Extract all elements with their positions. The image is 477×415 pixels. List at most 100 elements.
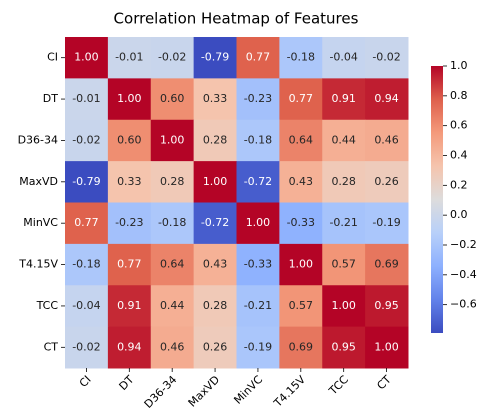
cell-label: 0.43 <box>203 258 228 271</box>
heatmap-cell <box>365 161 409 203</box>
heatmap-cell <box>236 119 280 162</box>
heatmap-cell <box>279 326 323 369</box>
colorbar-tick-label: 0.2 <box>450 178 468 191</box>
heatmap-cell <box>236 285 280 328</box>
heatmap-cell <box>193 119 237 162</box>
heatmap-cell <box>279 119 323 162</box>
cell-label: 1.00 <box>374 340 399 353</box>
cell-label: 0.94 <box>374 92 399 105</box>
heatmap-cell <box>193 243 237 286</box>
cell-label: -0.02 <box>72 133 100 146</box>
heatmap-cell <box>322 78 366 121</box>
cell-label: -0.18 <box>244 133 272 146</box>
heatmap-cell <box>107 161 152 203</box>
cell-label: 0.26 <box>203 340 228 353</box>
cell-label: -0.79 <box>201 51 229 64</box>
heatmap-cell <box>236 202 280 245</box>
heatmap-cell <box>322 202 366 245</box>
cell-label: -0.33 <box>244 258 272 271</box>
cell-label: -0.01 <box>115 51 143 64</box>
x-tick-label: MinVC <box>231 373 265 407</box>
cell-label: 1.00 <box>289 258 314 271</box>
y-tick-label: CT <box>44 340 59 353</box>
cell-label: 0.33 <box>203 92 228 105</box>
cell-label: 0.77 <box>246 51 271 64</box>
colorbar-tick-label: −0.2 <box>450 238 477 251</box>
cell-label: 1.00 <box>160 133 185 146</box>
cell-label: 0.26 <box>374 175 399 188</box>
heatmap-cell <box>322 243 366 286</box>
heatmap-cell <box>365 78 409 121</box>
cell-label: -0.01 <box>72 92 100 105</box>
cell-label: 1.00 <box>117 92 142 105</box>
heatmap-cell <box>107 326 152 369</box>
colorbar-tick-label: 0.6 <box>450 119 468 132</box>
cell-label: 0.44 <box>331 133 356 146</box>
cell-label: 0.77 <box>289 92 314 105</box>
cell-label: -0.19 <box>244 340 272 353</box>
colorbar-tick-label: 0.8 <box>450 89 468 102</box>
cell-label: -0.33 <box>287 216 315 229</box>
y-tick-label: MaxVD <box>19 175 58 188</box>
heatmap-cell <box>279 161 323 203</box>
cell-label: 0.64 <box>160 258 185 271</box>
heatmap-cell <box>193 326 237 369</box>
x-tick-label: MaxVD <box>186 373 223 410</box>
heatmap-cell <box>150 119 195 162</box>
colorbar-tick-label: −0.6 <box>450 298 477 311</box>
heatmap-cell <box>279 243 323 286</box>
x-tick-label: DT <box>117 373 137 393</box>
cell-label: 0.69 <box>289 340 314 353</box>
heatmap-cell <box>193 202 237 245</box>
cell-label: -0.02 <box>372 51 400 64</box>
heatmap-cell <box>236 326 280 369</box>
cell-label: 0.28 <box>160 175 185 188</box>
x-tick-label: D36-34 <box>142 373 180 411</box>
x-tick-label: TCC <box>326 373 351 398</box>
heatmap-cell <box>107 202 152 245</box>
cell-label: -0.79 <box>72 175 100 188</box>
heatmap-cell <box>150 285 195 328</box>
heatmap-cell <box>322 285 366 328</box>
cell-label: 0.95 <box>374 299 399 312</box>
cell-label: 1.00 <box>331 299 356 312</box>
heatmap-cell <box>322 326 366 369</box>
cell-label: 0.33 <box>117 175 142 188</box>
heatmap-cell <box>365 119 409 162</box>
y-tick-label: T4.15V <box>18 258 58 271</box>
heatmap-cell <box>107 243 152 286</box>
colorbar-tick-label: 0.0 <box>450 208 468 221</box>
cell-label: 0.28 <box>203 133 228 146</box>
heatmap-cell <box>150 326 195 369</box>
colorbar-tick-label: 0.4 <box>450 148 468 161</box>
cell-label: -0.72 <box>244 175 272 188</box>
cell-label: 0.60 <box>117 133 142 146</box>
heatmap-cell <box>150 78 195 121</box>
cell-label: 0.77 <box>74 216 99 229</box>
colorbar-tick-label: −0.4 <box>450 268 477 281</box>
chart-title: Correlation Heatmap of Features <box>114 10 359 28</box>
colorbar <box>431 66 443 333</box>
heatmap-cell <box>365 326 409 369</box>
heatmap-cell <box>365 285 409 328</box>
cell-label: 0.57 <box>331 258 356 271</box>
heatmap-cell <box>65 78 109 121</box>
cell-label: -0.04 <box>72 299 100 312</box>
cell-label: -0.21 <box>329 216 357 229</box>
heatmap-cell <box>65 161 109 203</box>
cell-label: -0.18 <box>72 258 100 271</box>
heatmap-cell <box>65 285 109 328</box>
heatmap-cell <box>365 37 409 79</box>
y-tick-label: CI <box>47 51 58 64</box>
heatmap-cell <box>107 119 152 162</box>
y-tick-label: D36-34 <box>18 133 58 146</box>
colorbar-tick-label: 1.0 <box>450 59 468 72</box>
heatmap-cell <box>65 243 109 286</box>
heatmap-cell <box>150 202 195 245</box>
cell-label: -0.19 <box>372 216 400 229</box>
heatmap-cell <box>322 119 366 162</box>
cell-label: 0.43 <box>289 175 314 188</box>
heatmap-cell <box>279 78 323 121</box>
heatmap-cell <box>236 161 280 203</box>
